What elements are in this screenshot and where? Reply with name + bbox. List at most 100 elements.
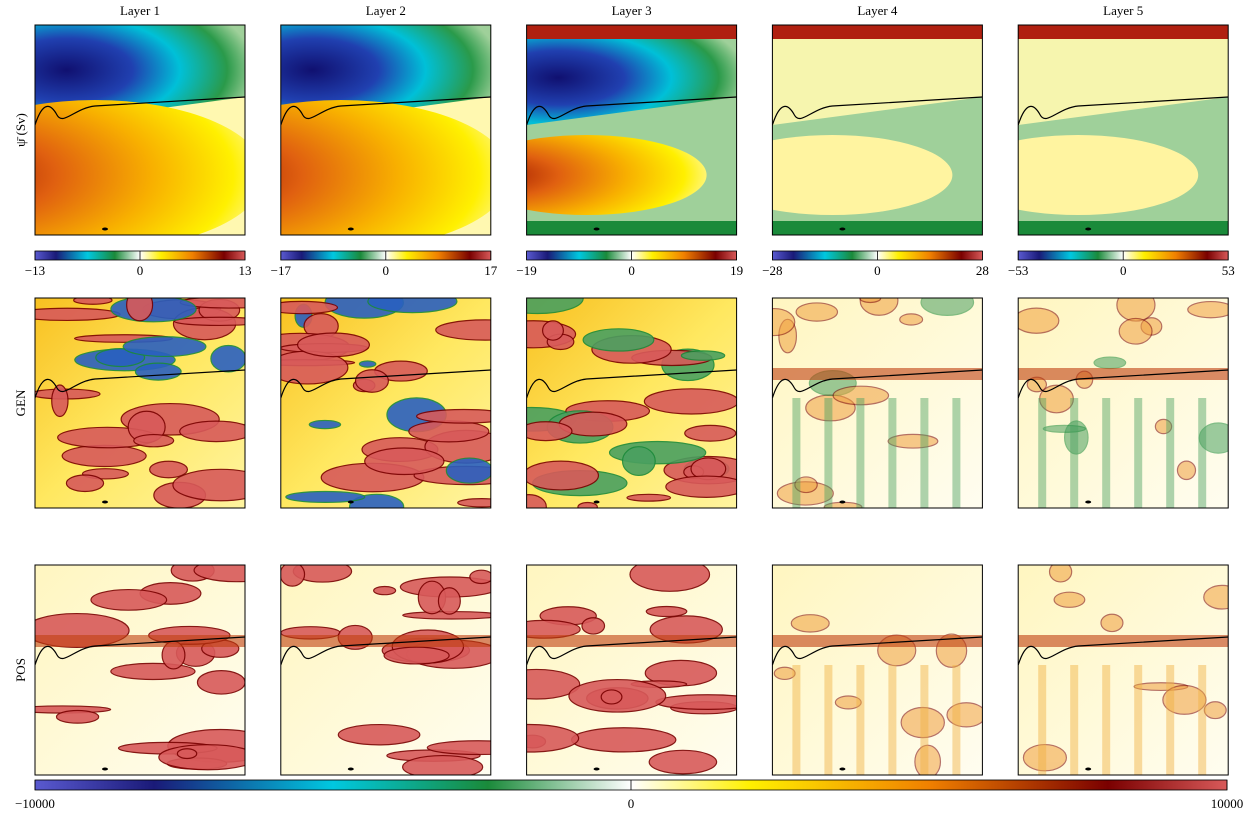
south-band	[526, 221, 737, 235]
blob	[643, 388, 737, 415]
streak	[792, 398, 801, 508]
colorbar-tick-label: 19	[730, 263, 743, 278]
blob	[55, 709, 100, 724]
blob	[133, 433, 175, 448]
streak	[1038, 398, 1047, 508]
blob	[621, 446, 656, 477]
blob	[179, 420, 245, 443]
blob	[445, 457, 491, 484]
blob	[354, 369, 389, 393]
blob	[1116, 298, 1156, 322]
map-panel	[34, 297, 246, 509]
island	[102, 767, 108, 771]
map-field	[526, 25, 737, 235]
map-panel	[771, 564, 983, 776]
streak	[952, 665, 961, 775]
blob	[457, 498, 491, 508]
streak	[824, 398, 833, 508]
blob	[364, 447, 445, 476]
blob	[285, 490, 366, 503]
streak	[856, 398, 865, 508]
jet	[280, 635, 491, 647]
map-panel	[34, 24, 246, 236]
blob	[158, 744, 245, 771]
map-panel	[280, 564, 492, 776]
jet	[35, 635, 245, 647]
blob	[110, 662, 196, 681]
streak	[888, 665, 897, 775]
map-field	[280, 298, 491, 508]
island	[1085, 767, 1092, 771]
blob	[772, 307, 796, 337]
panel-frame	[771, 297, 983, 509]
colorbar-tick-label: 10000	[1211, 796, 1244, 811]
streak	[952, 398, 961, 508]
separatrix	[526, 96, 737, 126]
blob	[1022, 743, 1068, 772]
separatrix	[772, 369, 983, 399]
island	[593, 500, 600, 504]
blob	[126, 298, 154, 322]
panel-title: Layer 5	[1103, 3, 1143, 18]
streak	[1134, 665, 1143, 775]
blob	[1042, 424, 1087, 433]
blob	[358, 360, 377, 368]
panel-frame	[34, 297, 246, 509]
blob	[35, 307, 121, 322]
colorbar-tick-label: 0	[628, 263, 635, 278]
map-panel	[526, 297, 738, 509]
streak	[888, 398, 897, 508]
jet	[1018, 635, 1229, 647]
streak	[1166, 398, 1175, 508]
blob	[367, 298, 458, 314]
gyre-subpolar	[526, 39, 737, 125]
blob	[582, 328, 655, 352]
separatrix	[526, 369, 737, 399]
map-panel	[771, 24, 983, 236]
blob	[193, 565, 245, 583]
blob	[1118, 317, 1153, 345]
blob	[172, 468, 245, 502]
blob	[1053, 591, 1086, 608]
blob	[383, 646, 450, 665]
blob	[946, 702, 983, 728]
blob	[1154, 418, 1173, 435]
blob	[914, 744, 942, 775]
panel-title: Layer 3	[612, 3, 652, 18]
island	[839, 500, 846, 504]
blob	[1100, 613, 1124, 633]
streak	[920, 665, 929, 775]
blob	[899, 313, 924, 326]
colorbar-tick-label: 0	[1120, 263, 1127, 278]
panel-frame	[771, 564, 983, 776]
map-panel	[526, 24, 738, 236]
map-panel	[34, 564, 246, 776]
blob	[1176, 460, 1197, 481]
streak	[1070, 398, 1079, 508]
panel-frame	[1017, 564, 1229, 776]
separatrix	[1018, 369, 1229, 399]
blob	[437, 587, 461, 615]
streak	[1134, 398, 1143, 508]
blob	[665, 475, 737, 498]
blob	[308, 419, 342, 430]
blob	[1203, 584, 1229, 610]
streak	[792, 665, 801, 775]
blob	[1039, 384, 1074, 414]
blob	[110, 298, 197, 323]
colorbar-tick-label: 13	[239, 263, 252, 278]
map-field	[35, 565, 245, 775]
panel-frame	[1017, 297, 1229, 509]
colorbar-tick-label: −17	[271, 263, 292, 278]
colorbar-tick-label: −10000	[15, 796, 55, 811]
blob	[90, 588, 168, 611]
separatrix	[1018, 96, 1229, 126]
blob	[426, 740, 491, 756]
map-panel	[1017, 24, 1229, 236]
colorbar-tick-label: 28	[976, 263, 989, 278]
map-field	[280, 25, 491, 235]
north-band	[526, 25, 737, 39]
gyre-subtropical	[772, 135, 953, 215]
blob	[1203, 701, 1227, 720]
map-panel	[280, 297, 492, 509]
